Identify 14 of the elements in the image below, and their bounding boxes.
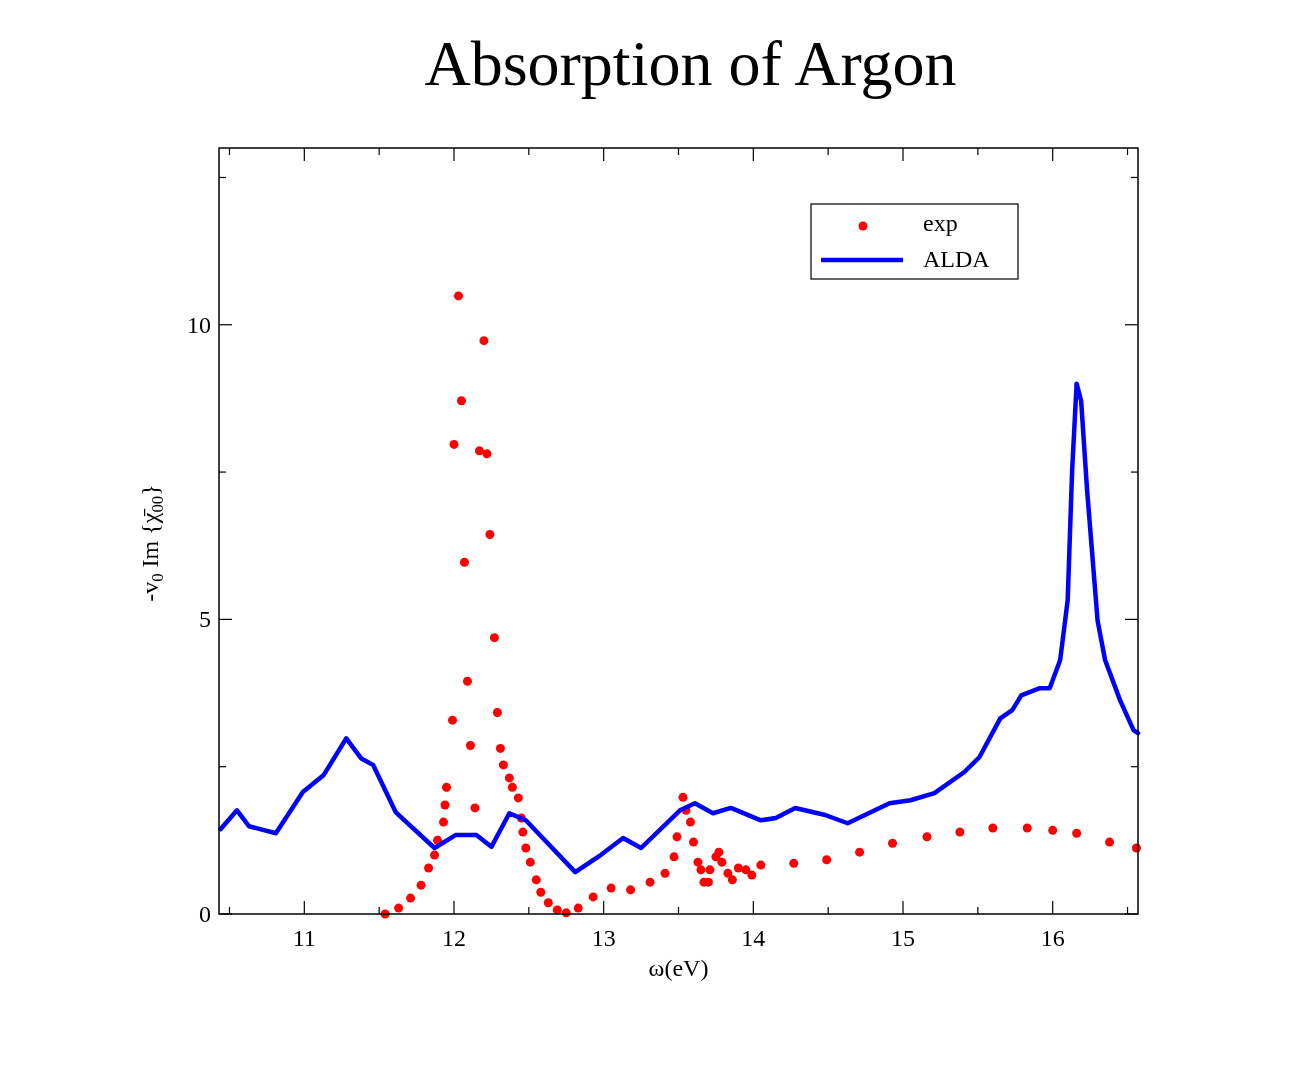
y-tick-label: 0 (199, 901, 211, 927)
x-tick-label: 11 (292, 925, 316, 951)
chart-title: Absorption of Argon (424, 28, 957, 99)
x-tick-label: 15 (891, 925, 916, 951)
line-series (218, 381, 1141, 875)
x-tick-label: 16 (1040, 925, 1065, 951)
legend-label: ALDA (923, 246, 991, 272)
x-tick-label: 12 (441, 925, 466, 951)
x-tick-label: 13 (591, 925, 616, 951)
x-axis-title: ω(eV) (648, 955, 709, 981)
y-tick-label: 10 (187, 311, 211, 338)
legend-label: exp (923, 210, 958, 236)
x-tick-label: 14 (741, 925, 766, 951)
y-tick-label: 5 (199, 606, 211, 633)
